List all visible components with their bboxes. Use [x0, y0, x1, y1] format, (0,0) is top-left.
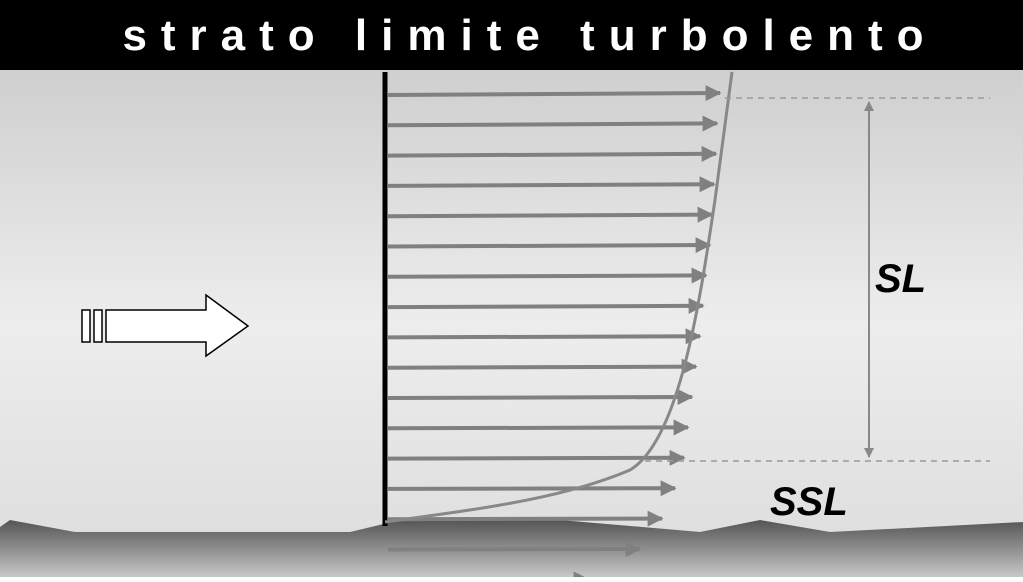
velocity-arrow: [387, 145, 718, 162]
velocity-arrow: [387, 510, 664, 527]
title: strato limite turbolento: [122, 11, 937, 60]
title-bar: [0, 0, 1023, 70]
velocity-arrow: [387, 206, 714, 223]
velocity-arrow: [387, 358, 698, 375]
velocity-arrow: [387, 267, 708, 284]
flow-arrow: [81, 293, 250, 358]
velocity-arrow: [387, 449, 686, 466]
velocity-arrow: [387, 85, 722, 102]
velocity-arrows: [387, 85, 722, 582]
velocity-arrow: [387, 176, 716, 193]
ssl-label: SSL: [770, 480, 848, 524]
velocity-arrow: [387, 297, 705, 314]
velocity-arrow: [387, 480, 677, 497]
velocity-arrow: [387, 541, 642, 558]
velocity-arrow: [387, 419, 690, 436]
velocity-arrow: [387, 328, 702, 345]
velocity-profile: [384, 71, 734, 524]
velocity-arrow: [387, 115, 719, 132]
velocity-arrow: [387, 237, 712, 254]
velocity-arrow: [387, 389, 694, 406]
sl-label: SL: [875, 257, 926, 301]
